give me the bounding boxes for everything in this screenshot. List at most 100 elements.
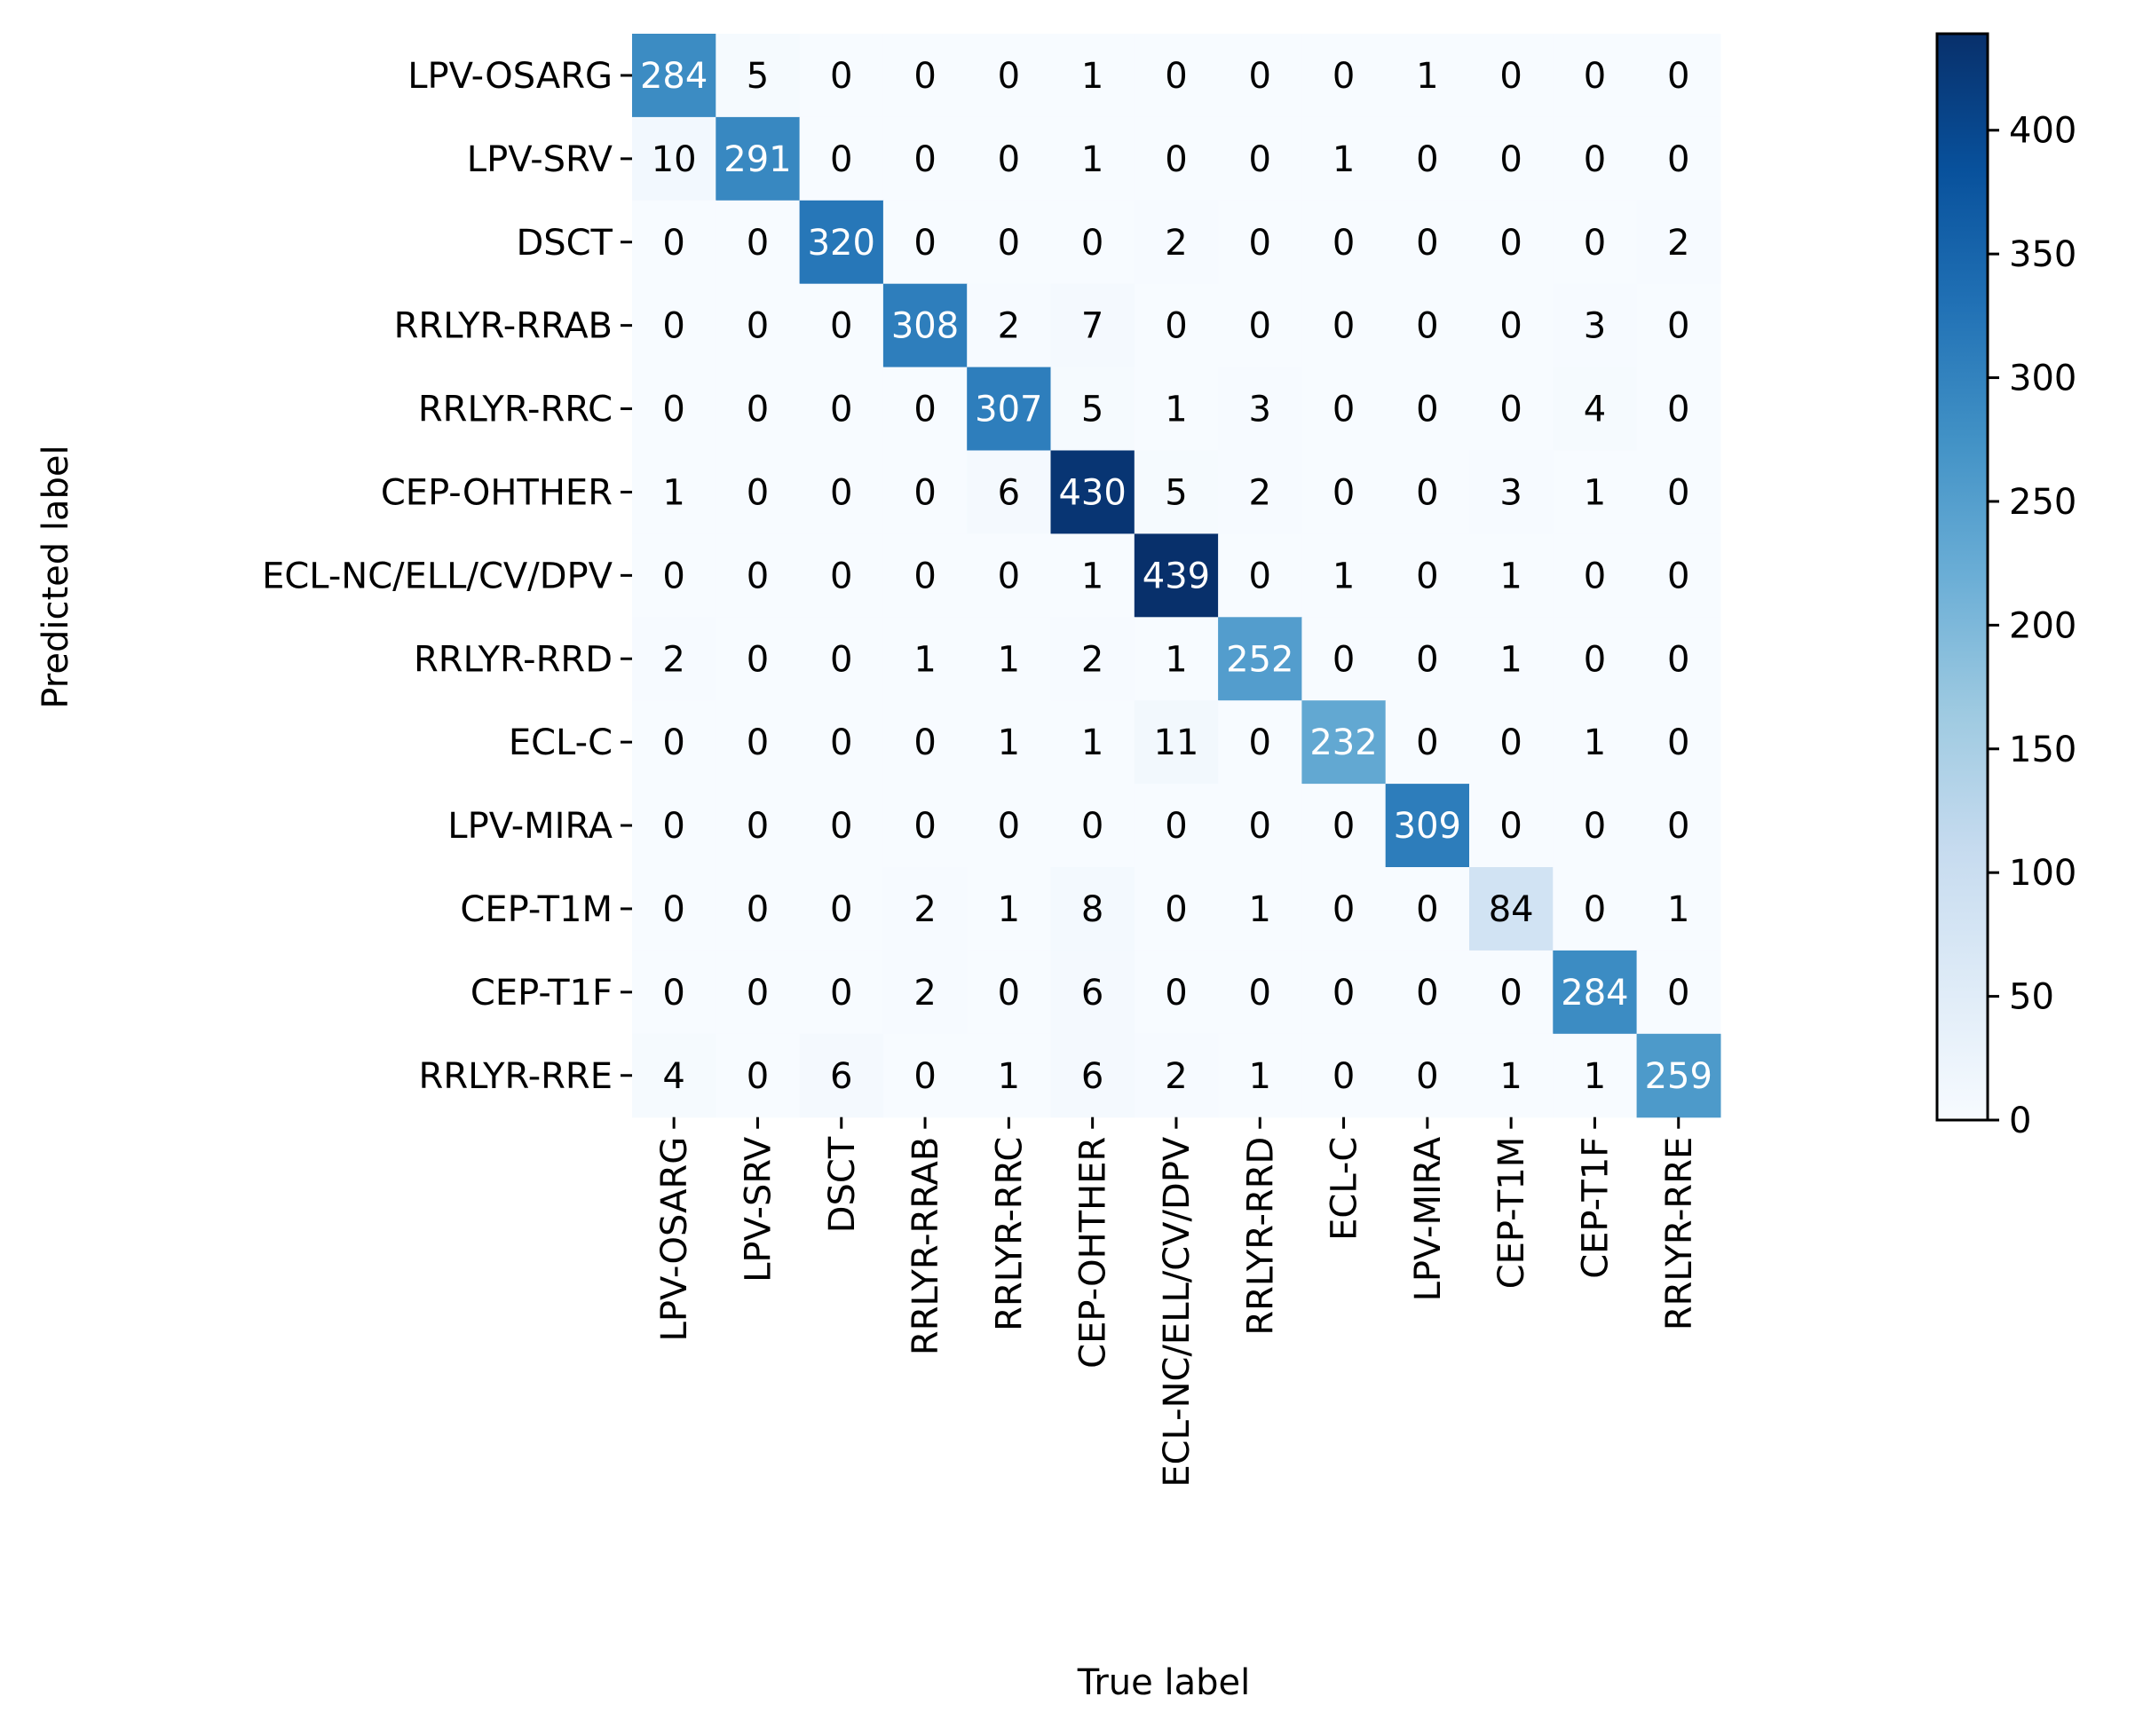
cell-value-label: 4 xyxy=(662,1056,684,1097)
cell-value-label: 1 xyxy=(998,1056,1020,1097)
heatmap-cell xyxy=(1050,200,1135,285)
cell-value-label: 0 xyxy=(830,639,852,680)
heatmap-cell xyxy=(632,116,716,201)
heatmap-cell xyxy=(1385,367,1470,452)
y-tick-label: RRLYR-RRAB xyxy=(394,306,613,347)
heatmap-cell xyxy=(1469,116,1554,201)
cell-value-label: 0 xyxy=(1249,973,1271,1014)
cell-value-label: 0 xyxy=(1249,139,1271,180)
heatmap-cell xyxy=(1050,700,1135,785)
x-tick-label: CEP-T1M xyxy=(1491,1137,1532,1290)
cell-value-label: 0 xyxy=(1584,223,1606,264)
heatmap-cell xyxy=(1636,34,1721,118)
heatmap-cell xyxy=(1553,700,1638,785)
cell-value-label: 10 xyxy=(652,139,697,180)
cell-value-label: 0 xyxy=(913,472,936,513)
heatmap-cell xyxy=(1469,367,1554,452)
cell-value-label: 0 xyxy=(1584,556,1606,596)
heatmap-cell xyxy=(1469,283,1554,368)
heatmap-cell xyxy=(1553,34,1638,118)
heatmap-cell xyxy=(1134,283,1219,368)
heatmap-cell xyxy=(967,533,1052,618)
cell-value-label: 0 xyxy=(1667,722,1689,763)
cell-value-label: 1 xyxy=(998,889,1020,930)
cell-value-label: 0 xyxy=(662,722,684,763)
heatmap-cell xyxy=(1553,1033,1638,1118)
cell-value-label: 1 xyxy=(1081,56,1103,97)
heatmap-cell xyxy=(882,283,968,368)
heatmap-cell xyxy=(967,784,1052,868)
heatmap-cell xyxy=(1050,283,1135,368)
heatmap-cell xyxy=(1301,283,1387,368)
colorbar-tick-label: 250 xyxy=(2009,482,2076,523)
heatmap-cell xyxy=(1636,1033,1721,1118)
heatmap-cell xyxy=(1134,700,1219,785)
colorbar-tick-label: 350 xyxy=(2009,234,2076,275)
heatmap-cell xyxy=(882,200,968,285)
cell-value-label: 4 xyxy=(1584,390,1606,430)
heatmap-cell xyxy=(882,116,968,201)
cell-value-label: 0 xyxy=(830,806,852,847)
cell-value-label: 0 xyxy=(662,973,684,1014)
heatmap-cell xyxy=(967,367,1052,452)
heatmap-cell xyxy=(1385,867,1470,951)
heatmap-cell xyxy=(716,533,801,618)
cell-value-label: 2 xyxy=(1249,472,1271,513)
heatmap-cell xyxy=(1469,950,1554,1035)
cell-value-label: 0 xyxy=(1332,639,1355,680)
heatmap-cell xyxy=(967,867,1052,951)
cell-value-label: 1 xyxy=(1165,390,1187,430)
cell-value-label: 0 xyxy=(1416,390,1438,430)
heatmap-cell xyxy=(1469,700,1554,785)
cell-value-label: 0 xyxy=(830,722,852,763)
cell-value-label: 0 xyxy=(1332,56,1355,97)
cell-value-label: 0 xyxy=(662,806,684,847)
heatmap-cell xyxy=(1469,617,1554,701)
heatmap-cell xyxy=(1553,200,1638,285)
cell-value-label: 0 xyxy=(998,139,1020,180)
heatmap-cell xyxy=(799,450,884,534)
cell-value-label: 0 xyxy=(662,556,684,596)
cell-value-label: 0 xyxy=(1416,472,1438,513)
heatmap-cell xyxy=(1553,950,1638,1035)
heatmap-cell xyxy=(967,34,1052,118)
heatmap-cell xyxy=(882,450,968,534)
y-tick-label: CEP-T1F xyxy=(471,973,613,1014)
cell-value-label: 307 xyxy=(975,390,1042,430)
heatmap-cell xyxy=(882,34,968,118)
heatmap-cell xyxy=(1050,1033,1135,1118)
heatmap-cell xyxy=(799,784,884,868)
heatmap-cell xyxy=(1385,34,1470,118)
heatmap-cell xyxy=(1050,950,1135,1035)
cell-value-label: 1 xyxy=(1584,472,1606,513)
colorbar-tick-label: 100 xyxy=(2009,853,2076,894)
heatmap-cell xyxy=(1218,367,1302,452)
cell-value-label: 6 xyxy=(1081,1056,1103,1097)
cell-value-label: 0 xyxy=(1249,56,1271,97)
heatmap-cell xyxy=(716,617,801,701)
cell-value-label: 0 xyxy=(1249,306,1271,347)
heatmap-cell xyxy=(1301,700,1387,785)
heatmap-cell xyxy=(967,950,1052,1035)
cell-value-label: 5 xyxy=(1165,472,1187,513)
cell-value-label: 0 xyxy=(913,1056,936,1097)
cell-value-label: 0 xyxy=(747,390,769,430)
heatmap-cell xyxy=(1134,200,1219,285)
cell-value-label: 0 xyxy=(1165,56,1187,97)
heatmap-cell xyxy=(1636,367,1721,452)
y-tick-label: RRLYR-RRC xyxy=(418,390,613,430)
heatmap-cell xyxy=(632,617,716,701)
cell-value-label: 259 xyxy=(1645,1056,1712,1097)
cell-value-label: 11 xyxy=(1153,722,1198,763)
cell-value-label: 1 xyxy=(913,639,936,680)
y-tick-label: CEP-OHTHER xyxy=(381,472,613,513)
cell-value-label: 308 xyxy=(891,306,959,347)
cell-value-label: 0 xyxy=(1249,556,1271,596)
cell-value-label: 0 xyxy=(747,1056,769,1097)
heatmap-cell xyxy=(799,116,884,201)
cell-value-label: 2 xyxy=(1081,639,1103,680)
cell-value-label: 0 xyxy=(1332,223,1355,264)
cell-value-label: 0 xyxy=(1667,139,1689,180)
cell-value-label: 0 xyxy=(1165,139,1187,180)
